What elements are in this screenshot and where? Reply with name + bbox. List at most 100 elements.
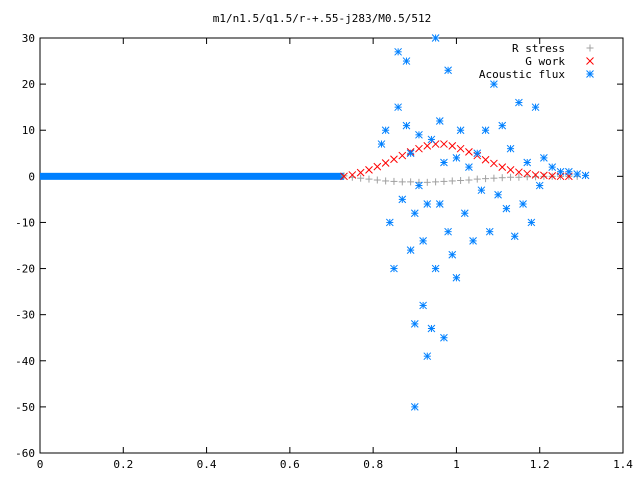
acoustic-flux-point	[377, 140, 386, 148]
acoustic-flux-point	[444, 227, 452, 236]
acoustic-flux-point	[444, 66, 452, 75]
chart-marks	[40, 34, 590, 411]
acoustic-flux-point	[485, 227, 494, 236]
y-tick-label: -10	[15, 216, 35, 229]
r-stress-point	[365, 175, 373, 183]
acoustic-flux-point	[535, 181, 544, 190]
r-stress-point	[448, 177, 456, 185]
x-tick-label: 0.4	[197, 458, 217, 471]
y-tick-label: -30	[15, 309, 35, 322]
acoustic-flux-point	[490, 80, 498, 88]
g-work-point	[415, 144, 423, 153]
acoustic-flux-point	[456, 126, 465, 135]
acoustic-flux-point	[419, 301, 427, 310]
acoustic-flux-point	[540, 154, 548, 162]
acoustic-flux-point	[410, 320, 419, 328]
acoustic-flux-point	[423, 352, 432, 361]
chart-title: m1/n1.5/q1.5/r-+.55-j283/M0.5/512	[213, 12, 432, 25]
y-tick-label: -60	[15, 447, 35, 460]
acoustic-flux-point	[573, 170, 582, 178]
g-work-point	[398, 151, 407, 160]
acoustic-flux-point	[402, 57, 411, 65]
g-work-point	[523, 169, 532, 178]
acoustic-flux-point	[440, 158, 448, 167]
g-work-point	[448, 142, 457, 150]
acoustic-flux-point	[556, 167, 565, 176]
legend-acoustic-flux-marker	[586, 70, 594, 78]
acoustic-flux-point	[398, 195, 407, 204]
r-stress-point	[423, 178, 431, 186]
acoustic-flux-point	[402, 121, 411, 130]
x-tick-label: 0.8	[363, 458, 383, 471]
acoustic-flux-point	[440, 333, 448, 342]
acoustic-flux-point	[548, 163, 557, 171]
acoustic-flux-point	[394, 47, 402, 56]
acoustic-flux-point	[381, 126, 390, 135]
acoustic-flux-point	[427, 324, 436, 333]
r-stress-point	[432, 178, 440, 186]
acoustic-flux-point	[581, 171, 590, 180]
acoustic-flux-point	[477, 186, 486, 195]
acoustic-flux-point	[390, 264, 398, 273]
g-work-point	[365, 166, 373, 174]
g-work-point	[340, 172, 348, 181]
acoustic-flux-point	[494, 190, 502, 199]
r-stress-point	[498, 174, 506, 182]
acoustic-flux-point	[448, 250, 457, 259]
acoustic-flux-point	[410, 209, 419, 218]
r-stress-point	[357, 174, 365, 182]
r-stress-point	[465, 176, 473, 184]
acoustic-flux-point	[435, 117, 444, 125]
legend-g-work-marker	[586, 57, 594, 65]
r-stress-point	[473, 175, 481, 183]
x-tick-label: 1	[453, 458, 460, 471]
acoustic-flux-point	[394, 103, 402, 112]
g-work-point	[373, 162, 382, 171]
r-stress-point	[407, 178, 415, 186]
acoustic-flux-point	[565, 167, 573, 176]
g-work-point	[498, 163, 507, 171]
acoustic-flux-point	[523, 158, 532, 167]
r-stress-point	[398, 178, 406, 186]
acoustic-flux-point	[423, 200, 432, 208]
y-tick-label: 10	[22, 124, 35, 137]
acoustic-flux-point	[419, 237, 427, 245]
r-stress-point	[382, 177, 390, 185]
g-work-point	[440, 140, 448, 148]
y-tick-label: -20	[15, 263, 35, 276]
g-work-point	[381, 159, 390, 167]
legend-r-stress-marker	[586, 44, 594, 52]
g-work-point	[531, 171, 540, 179]
legend-g-work-label: G work	[525, 55, 565, 68]
acoustic-flux-point	[460, 209, 469, 218]
g-work-point	[348, 171, 357, 179]
acoustic-flux-point	[510, 232, 519, 241]
acoustic-flux-point	[431, 34, 440, 42]
x-tick-label: 0	[37, 458, 44, 471]
legend-acoustic-flux-label: Acoustic flux	[479, 68, 565, 81]
r-stress-point	[523, 173, 531, 181]
acoustic-flux-point	[415, 130, 423, 139]
r-stress-point	[507, 173, 515, 181]
g-work-point	[490, 159, 498, 168]
x-tick-label: 0.6	[280, 458, 300, 471]
g-work-point	[515, 168, 523, 177]
r-stress-point	[515, 173, 523, 181]
acoustic-flux-point	[506, 144, 515, 153]
y-tick-label: -50	[15, 401, 35, 414]
acoustic-flux-point	[452, 273, 461, 282]
y-tick-label: 20	[22, 78, 35, 91]
g-work-point	[456, 144, 465, 153]
y-tick-label: 30	[22, 32, 35, 45]
r-stress-point	[440, 177, 448, 185]
x-tick-label: 1.4	[613, 458, 633, 471]
plot-frame	[39, 37, 624, 454]
x-tick-label: 1.2	[530, 458, 550, 471]
acoustic-flux-point	[406, 149, 415, 158]
acoustic-flux-point	[465, 163, 473, 171]
acoustic-flux-point	[435, 200, 444, 208]
acoustic-flux-point	[415, 181, 423, 190]
acoustic-flux-point	[473, 149, 482, 158]
